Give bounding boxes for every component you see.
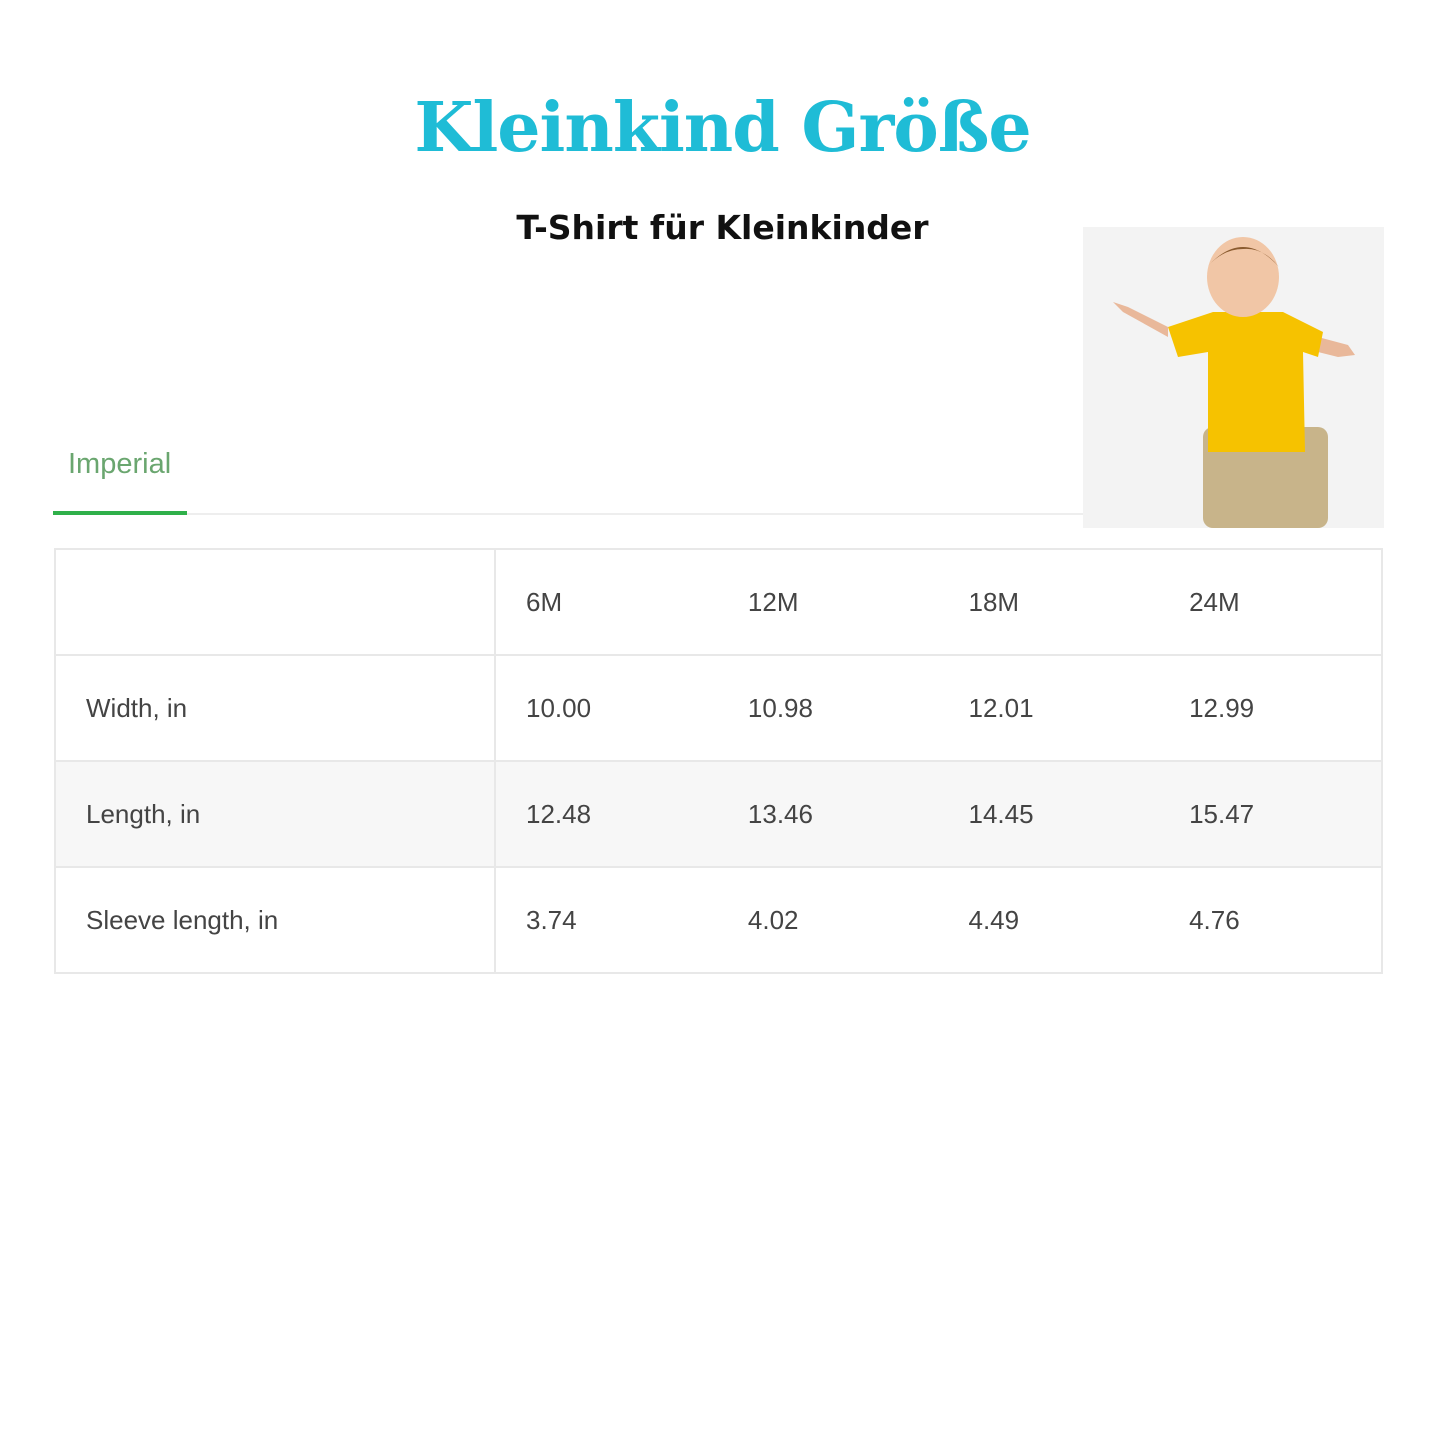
cell: 10.98 (717, 654, 939, 761)
header-cell: 18M (938, 548, 1160, 655)
table-row: Width, in 10.00 10.98 12.01 12.99 (55, 654, 1382, 761)
page-subtitle: T-Shirt für Kleinkinder (516, 208, 929, 247)
row-label: Length, in (55, 760, 496, 867)
tab-divider (187, 513, 1083, 515)
cell: 4.02 (717, 866, 939, 973)
toddler-photo (1083, 227, 1384, 528)
table-row: Length, in 12.48 13.46 14.45 15.47 (55, 760, 1382, 867)
tab-imperial[interactable]: Imperial (53, 448, 187, 512)
header-cell: 24M (1159, 548, 1382, 655)
cell: 15.47 (1159, 760, 1382, 867)
cell: 3.74 (495, 866, 718, 973)
cell: 14.45 (938, 760, 1160, 867)
header-cell (55, 548, 496, 655)
row-label: Width, in (55, 654, 496, 761)
row-label: Sleeve length, in (55, 866, 496, 973)
cell: 12.48 (495, 760, 718, 867)
page-title: Kleinkind Größe (414, 88, 1031, 168)
cell: 13.46 (717, 760, 939, 867)
cell: 4.49 (938, 866, 1160, 973)
cell: 10.00 (495, 654, 718, 761)
size-table: 6M 12M 18M 24M Width, in 10.00 10.98 12.… (54, 548, 1383, 974)
table-header-row: 6M 12M 18M 24M (55, 548, 1382, 655)
header-cell: 6M (495, 548, 718, 655)
table-row: Sleeve length, in 3.74 4.02 4.49 4.76 (55, 866, 1382, 973)
cell: 12.01 (938, 654, 1160, 761)
header-cell: 12M (717, 548, 939, 655)
cell: 12.99 (1159, 654, 1382, 761)
cell: 4.76 (1159, 866, 1382, 973)
active-tab-indicator (53, 511, 187, 515)
tab-label: Imperial (68, 448, 172, 480)
